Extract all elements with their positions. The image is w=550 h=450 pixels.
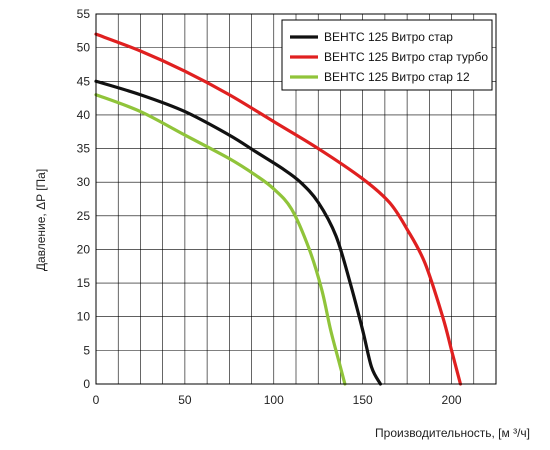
y-tick-label: 10 bbox=[77, 310, 91, 324]
x-tick-label: 50 bbox=[178, 393, 192, 407]
series-group bbox=[94, 32, 463, 386]
x-tick-label: 100 bbox=[264, 393, 284, 407]
y-tick-label: 40 bbox=[77, 108, 91, 122]
y-tick-label: 30 bbox=[77, 175, 91, 189]
y-tick-label: 20 bbox=[77, 242, 91, 256]
x-axis-label: Производительность, [м ³/ч] bbox=[375, 426, 530, 440]
y-tick-label: 50 bbox=[77, 41, 91, 55]
legend-entry: ВЕНТС 125 Витро стар 12 bbox=[324, 70, 470, 84]
series-line-2 bbox=[94, 32, 463, 386]
legend-entry: ВЕНТС 125 Витро стар bbox=[324, 30, 453, 44]
x-tick-label: 150 bbox=[353, 393, 373, 407]
legend-entry: ВЕНТС 125 Витро стар турбо bbox=[324, 50, 488, 64]
y-tick-label: 45 bbox=[77, 74, 91, 88]
y-tick-label: 0 bbox=[83, 377, 90, 391]
y-tick-label: 35 bbox=[77, 142, 91, 156]
x-tick-label: 0 bbox=[93, 393, 100, 407]
series-line-1 bbox=[94, 79, 383, 386]
y-tick-label: 55 bbox=[77, 7, 91, 21]
ticks-group: 0 50 100 150 200 0 5 10 15 20 25 30 35 40 45 50 55 bbox=[77, 7, 462, 407]
y-tick-label: 25 bbox=[77, 209, 91, 223]
x-tick-label: 200 bbox=[442, 393, 462, 407]
series-line-3 bbox=[94, 93, 347, 386]
y-tick-label: 15 bbox=[77, 276, 91, 290]
plot-frame bbox=[95, 13, 497, 385]
y-axis-label: Давление, ΔP [Па] bbox=[34, 169, 48, 271]
y-tick-label: 5 bbox=[83, 343, 90, 357]
legend: ВЕНТС 125 Витро стар ВЕНТС 125 Витро стар… bbox=[281, 19, 493, 91]
